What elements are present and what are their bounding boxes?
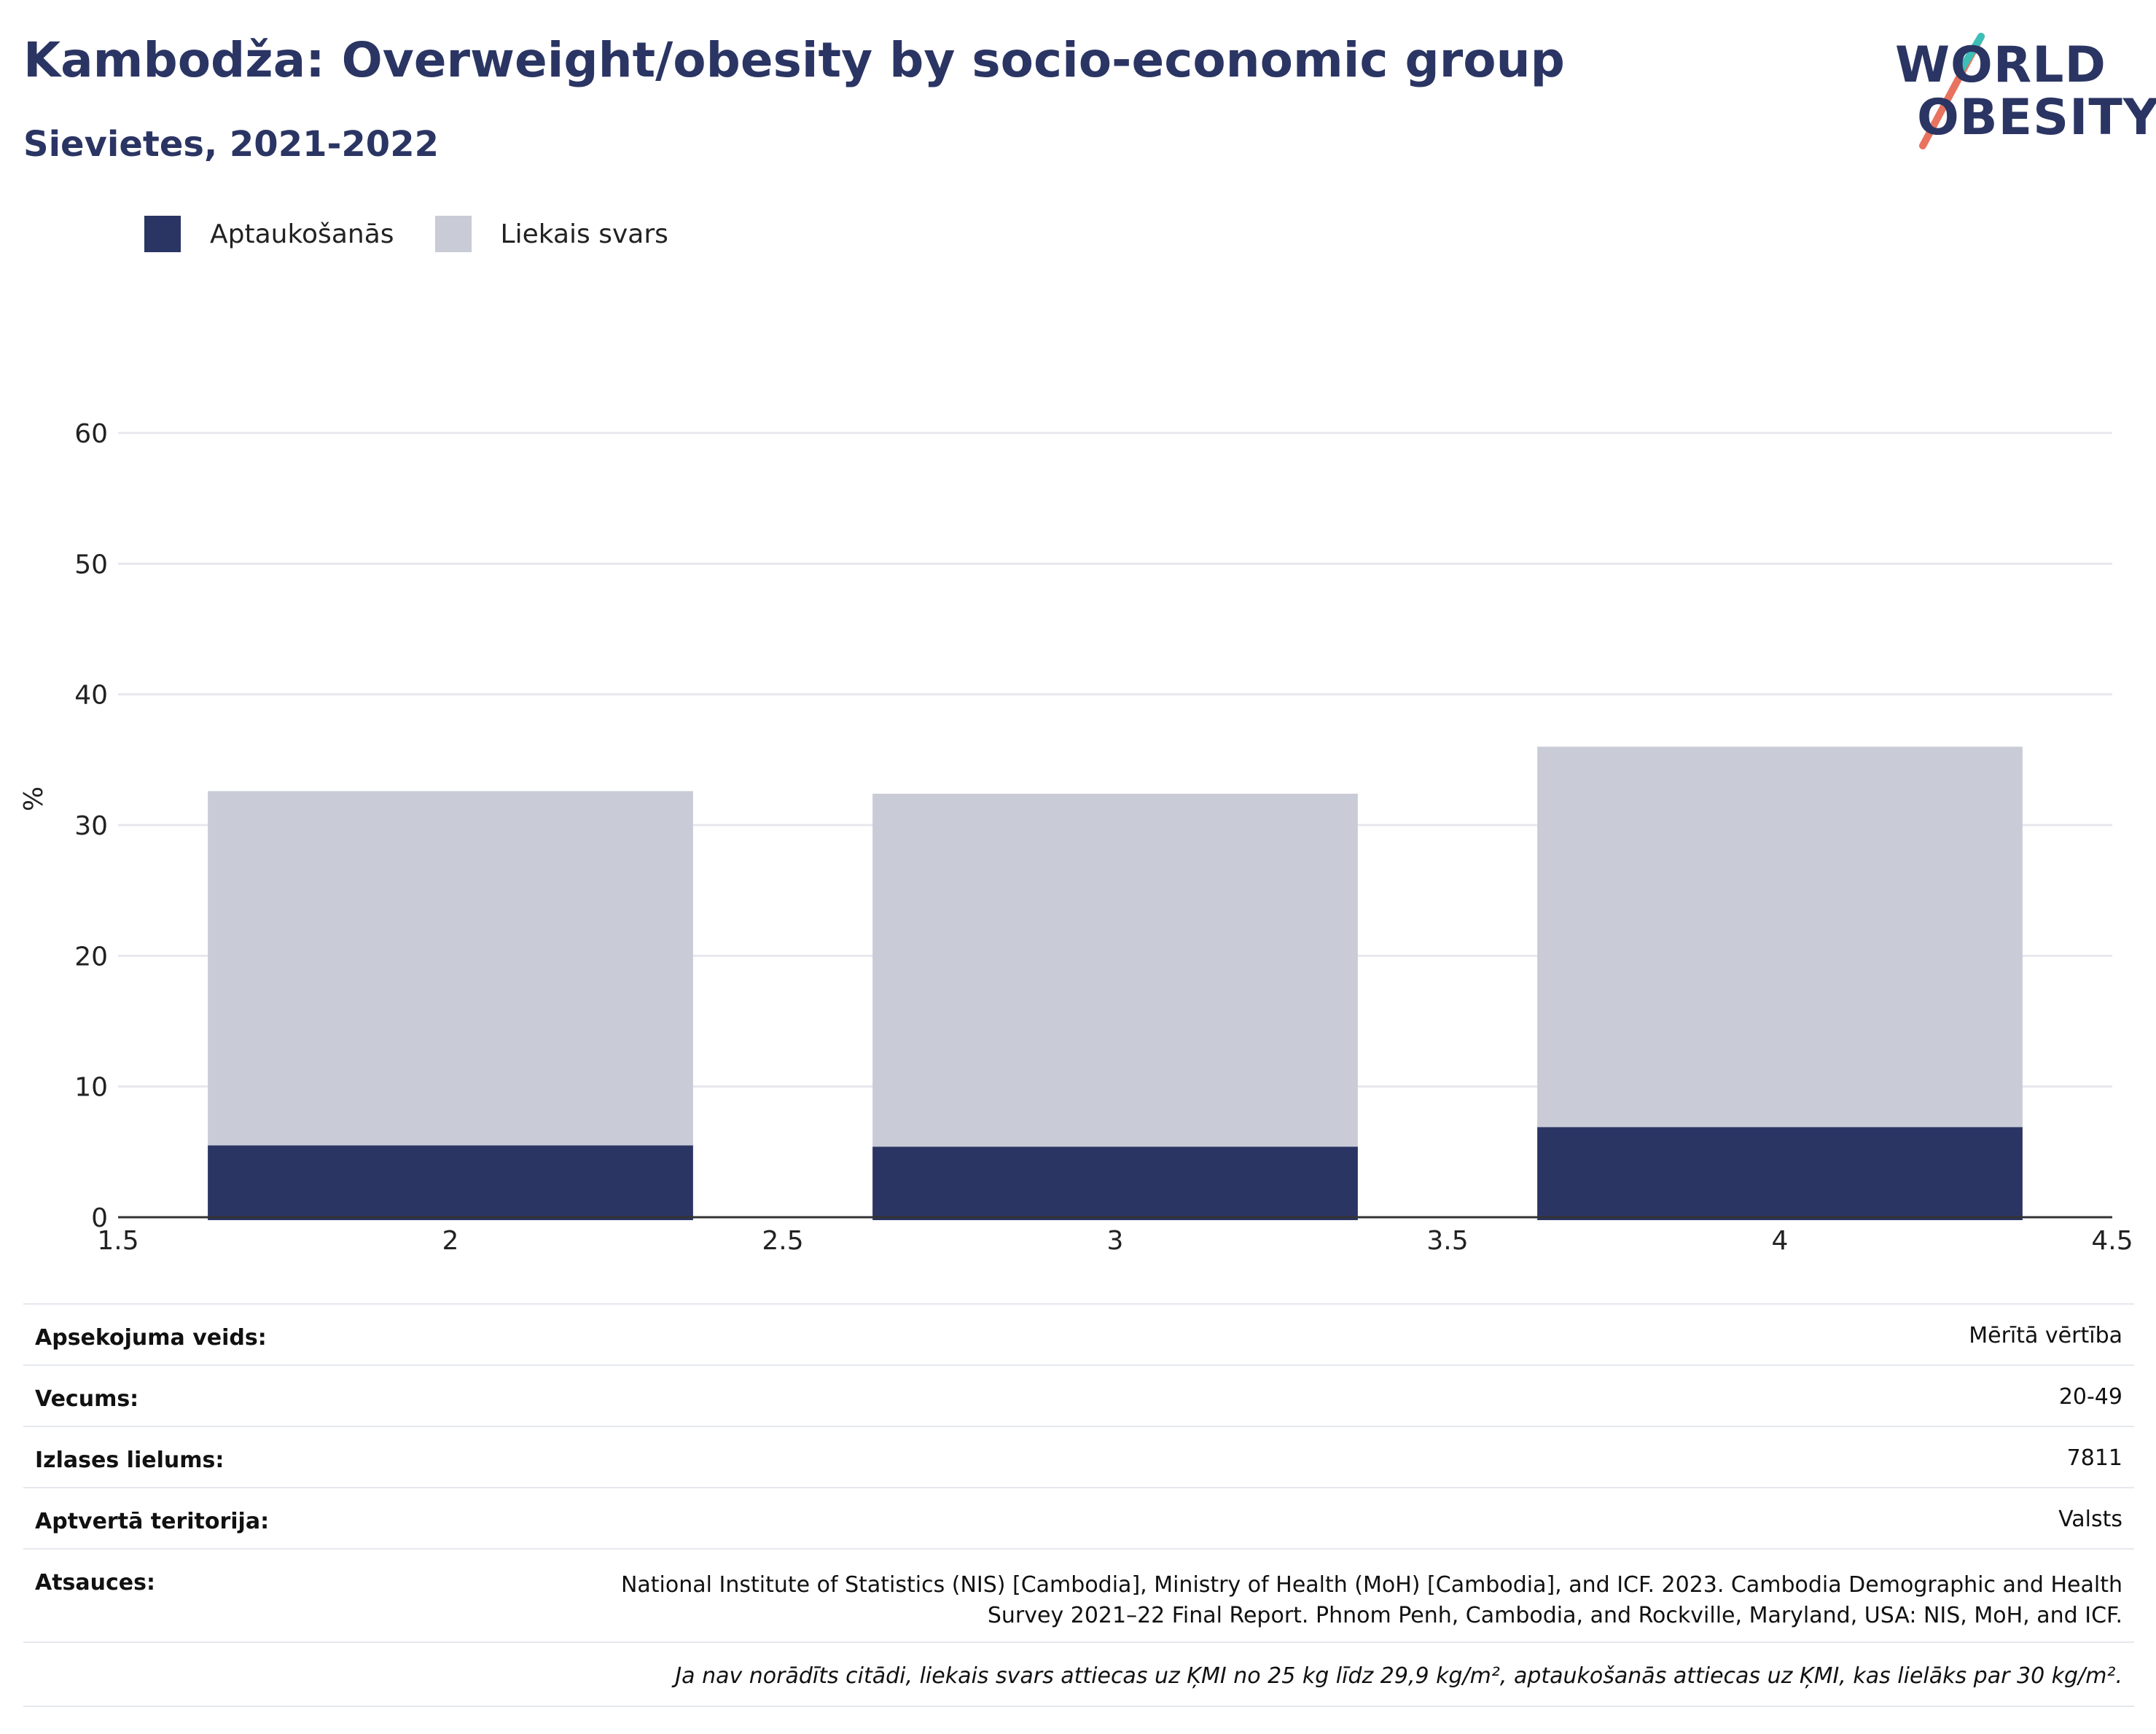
x-tick-label: 3 [1107, 1226, 1124, 1256]
x-tick-label: 4 [1772, 1226, 1789, 1256]
info-key: Atsauces: [35, 1570, 155, 1596]
info-row-sample-size: Izlases lielums: 7811 [23, 1426, 2134, 1487]
legend-item-overweight[interactable]: Liekais svars [434, 216, 668, 252]
info-row-note: Ja nav norādīts citādi, liekais svars at… [23, 1641, 2134, 1707]
legend-label-overweight: Liekais svars [500, 219, 668, 249]
y-tick-label: 30 [74, 811, 108, 841]
y-axis-label: % [19, 786, 49, 811]
info-table: Apsekojuma veids: Mērītā vērtība Vecums:… [23, 1303, 2134, 1707]
y-tick-label: 10 [74, 1073, 108, 1103]
bar-obesity [1537, 1127, 2023, 1220]
info-key: Izlases lielums: [35, 1448, 224, 1473]
legend-label-obesity: Aptaukošanās [210, 219, 394, 249]
sources-text: National Institute of Statistics (NIS) [… [620, 1572, 2122, 1628]
definition-note: Ja nav norādīts citādi, liekais svars at… [675, 1663, 2122, 1689]
info-row-coverage: Aptvertā teritorija: Valsts [23, 1487, 2134, 1548]
info-row-survey-type: Apsekojuma veids: Mērītā vērtība [23, 1303, 2134, 1364]
info-row-sources: Atsauces: National Institute of Statisti… [23, 1548, 2134, 1641]
info-value: Mērītā vērtība [1969, 1323, 2122, 1348]
world-obesity-logo: WORLD OBESITY [1895, 29, 2156, 160]
x-tick-label: 1.5 [97, 1226, 138, 1256]
bar-obesity [872, 1147, 1358, 1220]
y-tick-label: 0 [91, 1203, 108, 1233]
x-tick-label: 4.5 [2091, 1226, 2133, 1256]
info-value: 7811 [2066, 1445, 2122, 1471]
y-tick-label: 50 [74, 550, 108, 579]
x-tick-label: 2 [442, 1226, 459, 1256]
info-value: Valsts [2058, 1507, 2122, 1532]
bar-overweight [872, 793, 1358, 1147]
y-tick-label: 40 [74, 681, 108, 711]
bar-overweight [1537, 746, 2023, 1128]
info-key: Vecums: [35, 1386, 139, 1412]
legend-swatch-obesity [144, 216, 181, 252]
info-value: 20-49 [2058, 1384, 2122, 1410]
legend-swatch-overweight [434, 216, 472, 252]
x-tick-label: 3.5 [1426, 1226, 1468, 1256]
bar-overweight [208, 791, 693, 1146]
logo-line-1: WORLD [1895, 36, 2106, 94]
info-row-age: Vecums: 20-49 [23, 1364, 2134, 1426]
chart-subtitle: Sievietes, 2021-2022 [23, 124, 439, 165]
bar-obesity [208, 1145, 693, 1220]
chart-legend: Aptaukošanās Liekais svars [144, 216, 709, 252]
info-key: Aptvertā teritorija: [35, 1509, 270, 1534]
x-tick-label: 2.5 [762, 1226, 803, 1256]
y-tick-label: 60 [74, 419, 108, 449]
info-key: Apsekojuma veids: [35, 1325, 267, 1351]
y-tick-label: 20 [74, 942, 108, 972]
logo-line-2: OBESITY [1917, 89, 2156, 147]
legend-item-obesity[interactable]: Aptaukošanās [144, 216, 394, 252]
chart-title: Kambodža: Overweight/obesity by socio-ec… [23, 32, 1565, 88]
bar-chart: 0 10 20 30 40 50 60 1.5 2 2.5 3 3.5 4 4.5% [19, 419, 2133, 1256]
